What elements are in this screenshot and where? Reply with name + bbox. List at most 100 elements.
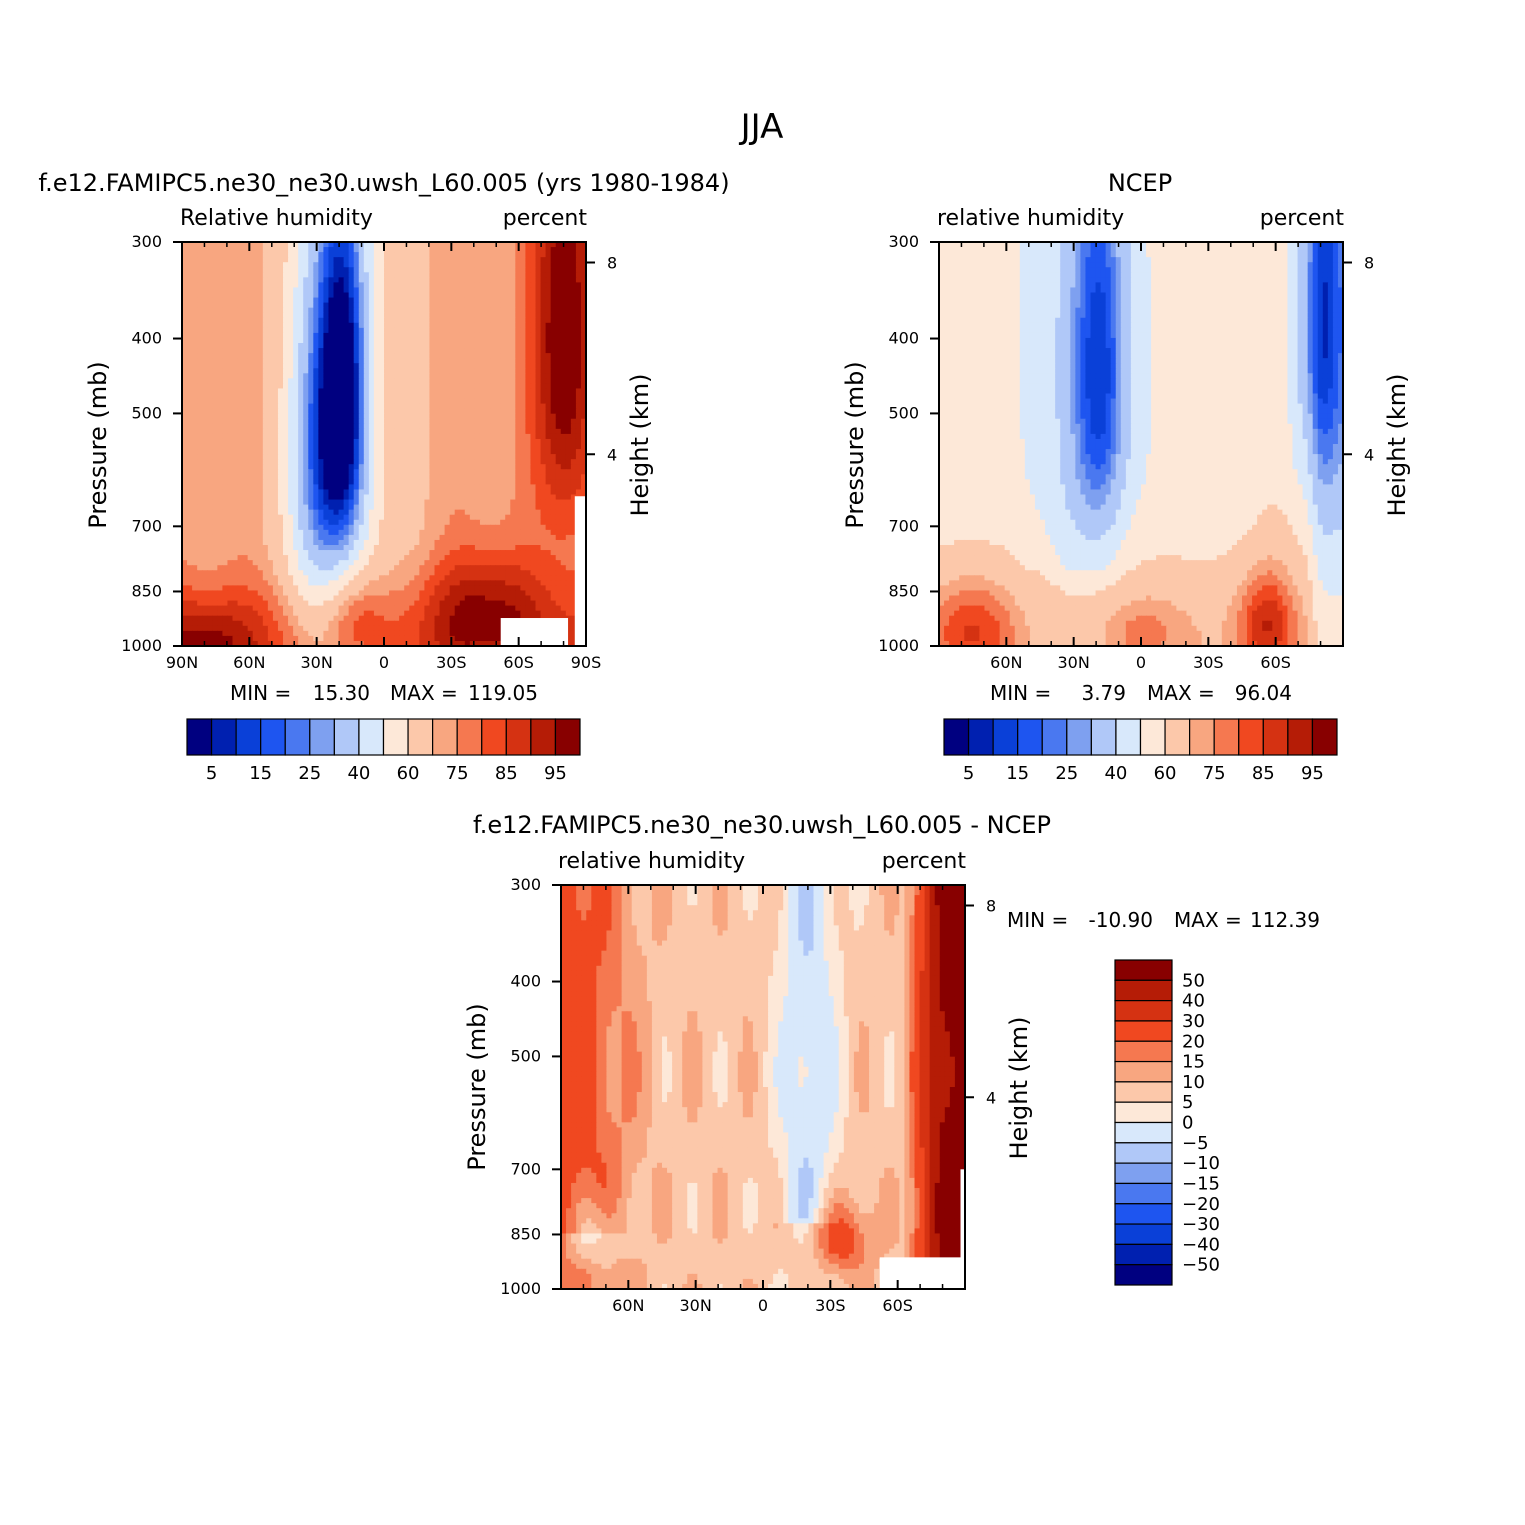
model-contour-cell xyxy=(560,388,567,395)
model-contour-cell xyxy=(505,545,511,551)
model-contour-cell xyxy=(474,524,481,531)
model-contour-cell xyxy=(272,378,279,384)
model-contour-cell xyxy=(358,464,365,470)
model-contour-cell xyxy=(535,252,542,258)
model-contour-cell xyxy=(363,348,370,354)
model-contour-cell xyxy=(323,267,330,273)
model-contour-cell xyxy=(570,403,577,410)
model-contour-cell xyxy=(237,534,244,541)
model-contour-cell xyxy=(187,494,193,501)
model-contour-cell xyxy=(459,322,466,329)
model-contour-cell xyxy=(479,252,486,258)
model-contour-cell xyxy=(277,287,284,294)
model-contour-cell xyxy=(575,257,582,263)
model-contour-cell xyxy=(550,438,557,445)
model-contour-cell xyxy=(485,494,491,501)
model-contour-cell xyxy=(520,297,526,304)
model-contour-cell xyxy=(257,322,264,329)
model-contour-cell xyxy=(500,267,506,273)
model-contour-cell xyxy=(222,368,229,374)
model-contour-cell xyxy=(394,378,400,384)
model-contour-cell xyxy=(293,302,299,309)
model-contour-cell xyxy=(187,555,193,561)
model-contour-cell xyxy=(479,504,486,511)
model-contour-cell xyxy=(449,514,456,521)
model-contour-cell xyxy=(333,504,340,511)
model-contour-cell xyxy=(459,242,466,248)
model-contour-cell xyxy=(580,337,587,344)
model-contour-cell xyxy=(358,292,365,299)
model-contour-cell xyxy=(343,307,350,314)
model-contour-cell xyxy=(479,297,486,304)
model-contour-cell xyxy=(500,519,506,526)
model-contour-cell xyxy=(560,459,567,465)
model-contour-cell xyxy=(479,327,486,334)
model-contour-cell xyxy=(333,484,340,491)
model-contour-cell xyxy=(272,343,279,349)
model-contour-cell xyxy=(429,428,436,435)
model-contour-cell xyxy=(313,373,319,379)
model-contour-cell xyxy=(439,469,446,475)
model-contour-cell xyxy=(277,277,284,283)
model-contour-cell xyxy=(197,337,203,344)
model-contour-cell xyxy=(308,428,314,435)
model-contour-cell xyxy=(318,368,324,374)
model-contour-cell xyxy=(353,353,360,359)
model-contour-cell xyxy=(469,534,476,541)
model-contour-cell xyxy=(580,398,587,405)
model-contour-cell xyxy=(404,348,410,354)
model-contour-cell xyxy=(247,408,254,415)
model-contour-cell xyxy=(187,484,193,491)
model-contour-cell xyxy=(283,428,289,435)
model-contour-cell xyxy=(384,292,390,299)
model-contour-cell xyxy=(444,257,451,263)
model-contour-cell xyxy=(389,494,395,501)
model-contour-cell xyxy=(399,353,405,359)
model-contour-cell xyxy=(368,403,375,410)
model-contour-cell xyxy=(449,454,456,460)
model-contour-cell xyxy=(207,398,213,405)
model-contour-cell xyxy=(232,307,239,314)
model-contour-cell xyxy=(439,514,446,521)
model-contour-cell xyxy=(242,378,249,384)
model-contour-cell xyxy=(378,464,385,470)
model-contour-cell xyxy=(303,408,309,415)
model-contour-cell xyxy=(560,534,567,541)
model-contour-cell xyxy=(555,504,562,511)
model-contour-cell xyxy=(434,509,441,516)
model-contour-cell xyxy=(363,449,370,455)
model-contour-cell xyxy=(323,509,330,516)
model-contour-cell xyxy=(358,322,365,329)
model-contour-cell xyxy=(414,242,420,248)
model-contour-cell xyxy=(464,262,471,268)
model-contour-cell xyxy=(207,469,213,475)
model-contour-cell xyxy=(409,423,415,430)
model-contour-cell xyxy=(384,302,390,309)
model-contour-cell xyxy=(575,317,582,324)
model-contour-cell xyxy=(449,282,456,289)
model-contour-cell xyxy=(444,282,451,289)
model-contour-cell xyxy=(368,550,375,556)
model-contour-cell xyxy=(353,550,360,556)
model-contour-cell xyxy=(399,504,405,511)
model-contour-cell xyxy=(338,494,345,501)
model-contour-cell xyxy=(530,403,537,410)
model-contour-cell xyxy=(424,322,431,329)
model-contour-cell xyxy=(237,550,244,556)
model-contour-cell xyxy=(247,292,254,299)
model-contour-cell xyxy=(565,327,572,334)
model-contour-cell xyxy=(459,504,466,511)
model-contour-cell xyxy=(495,363,501,369)
model-contour-cell xyxy=(495,292,501,299)
model-contour-cell xyxy=(485,358,491,364)
model-contour-cell xyxy=(277,464,284,470)
model-contour-cell xyxy=(242,267,249,273)
model-contour-cell xyxy=(495,277,501,283)
model-contour-cell xyxy=(328,322,335,329)
model-contour-cell xyxy=(197,383,203,390)
model-contour-cell xyxy=(479,408,486,415)
model-contour-cell xyxy=(520,242,526,248)
model-contour-cell xyxy=(338,413,345,420)
model-contour-cell xyxy=(434,322,441,329)
model-contour-cell xyxy=(232,257,239,263)
